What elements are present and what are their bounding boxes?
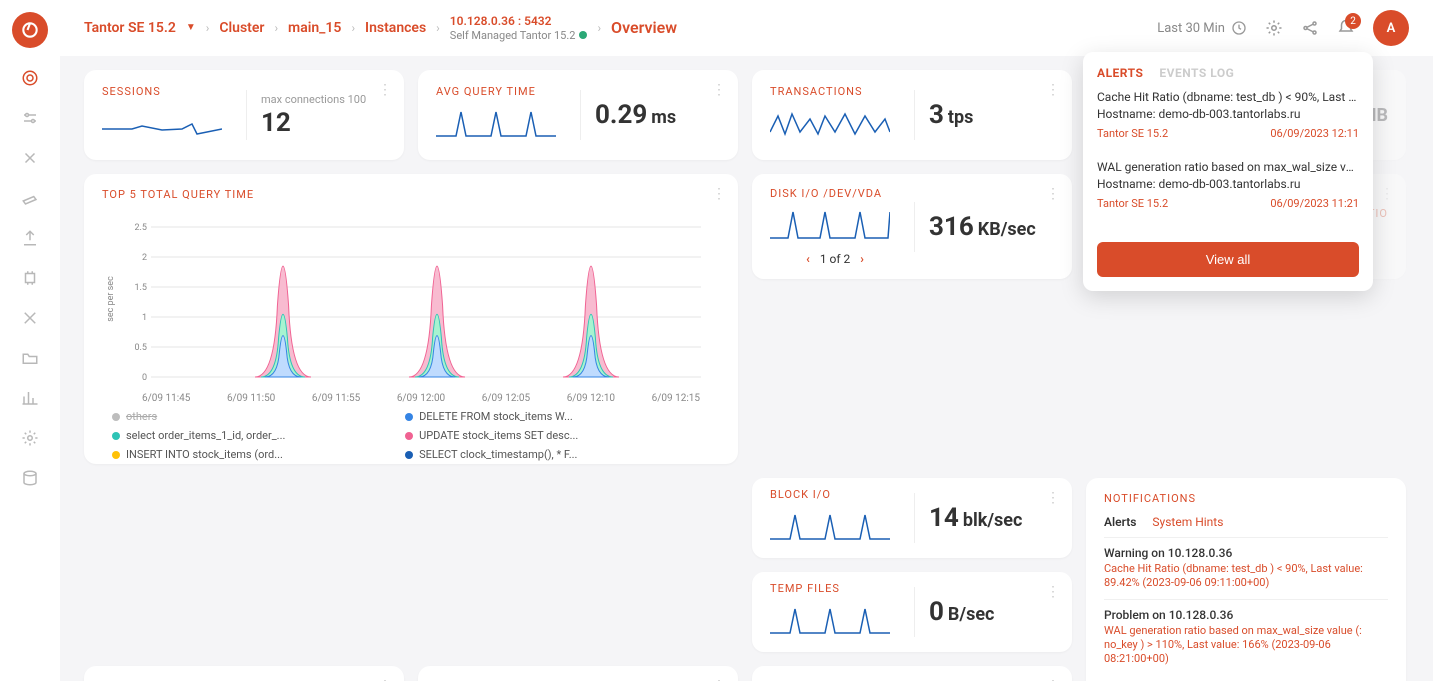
card-menu-icon[interactable]: ⋮ [712, 186, 726, 202]
clock-icon [1231, 20, 1247, 36]
nav-cross-icon[interactable] [20, 308, 40, 328]
svg-text:2: 2 [142, 253, 147, 263]
nav-settings-icon[interactable] [20, 108, 40, 128]
alerts-popup: ALERTS EVENTS LOG Cache Hit Ratio (dbnam… [1083, 52, 1373, 291]
logo[interactable] [12, 12, 48, 48]
time-range-selector[interactable]: Last 30 Min [1157, 20, 1247, 36]
card-notifications: NOTIFICATIONS Alerts System Hints Warnin… [1086, 478, 1406, 681]
nav-db-icon[interactable] [20, 468, 40, 488]
svg-text:1: 1 [142, 313, 147, 323]
chart-legend: othersDELETE FROM stock_items W...select… [102, 404, 720, 461]
sparkline [770, 104, 890, 142]
nav-dashboard-icon[interactable] [20, 68, 40, 88]
card-menu-icon[interactable]: ⋮ [712, 82, 726, 98]
chevron-icon: › [351, 21, 355, 35]
avatar[interactable]: A [1373, 10, 1409, 46]
card-menu-icon[interactable]: ⋮ [1380, 186, 1394, 202]
sparkline [770, 206, 890, 244]
breadcrumb-main[interactable]: main_15 [288, 20, 341, 36]
nav-chart-icon[interactable] [20, 388, 40, 408]
sparkline [770, 601, 890, 639]
breadcrumb-instances[interactable]: Instances [365, 20, 426, 36]
card-menu-icon[interactable]: ⋮ [378, 82, 392, 98]
top5-chart: 2.5 2 1.5 1 0.5 0 [102, 207, 720, 387]
pager: ‹1 of 2› [770, 252, 900, 266]
notif-tab-alerts[interactable]: Alerts [1104, 515, 1136, 529]
status-dot-icon [579, 31, 587, 39]
pager-prev[interactable]: ‹ [806, 252, 810, 266]
chevron-icon: › [597, 21, 601, 35]
chevron-icon: › [274, 21, 278, 35]
nav-folder-icon[interactable] [20, 348, 40, 368]
chevron-icon: › [206, 21, 210, 35]
settings-icon[interactable] [1265, 19, 1283, 37]
view-all-button[interactable]: View all [1097, 242, 1359, 277]
pager-next[interactable]: › [860, 252, 864, 266]
card-top5-query: TOP 5 TOTAL QUERY TIME ⋮ sec per sec 2.5… [84, 174, 738, 464]
breadcrumb-product[interactable]: Tantor SE 15.2 [84, 20, 176, 36]
topbar: Tantor SE 15.2 ▼ › Cluster › main_15 › I… [60, 0, 1433, 56]
popup-tab-events[interactable]: EVENTS LOG [1159, 66, 1234, 80]
card-block-io: BLOCK I/O 14blk/sec ⋮ [752, 478, 1072, 558]
svg-text:2.5: 2.5 [135, 223, 148, 233]
notif-item[interactable]: Warning on 10.128.0.36 Cache Hit Ratio (… [1104, 537, 1388, 599]
card-ram: AVAILABLE RAM total ram 1.9 GB1.4GB ⋮ [418, 666, 738, 681]
nav-upload-icon[interactable] [20, 228, 40, 248]
breadcrumb-instance-ip[interactable]: 10.128.0.36 : 5432 Self Managed Tantor 1… [450, 14, 588, 41]
svg-text:0: 0 [142, 373, 147, 383]
sparkline [436, 104, 556, 142]
nav-telescope-icon[interactable] [20, 188, 40, 208]
card-menu-icon[interactable]: ⋮ [1046, 186, 1060, 202]
bell-icon[interactable]: 2 [1337, 19, 1355, 37]
breadcrumb-cluster[interactable]: Cluster [219, 20, 264, 36]
card-transactions: TRANSACTIONS 3tps ⋮ [752, 70, 1072, 160]
card-cpu: CPU LOAD X2 load10.09 ⋮ [84, 666, 404, 681]
svg-text:0.5: 0.5 [135, 343, 148, 353]
nav-gear-icon[interactable] [20, 428, 40, 448]
sparkline [102, 104, 222, 142]
share-icon[interactable] [1301, 19, 1319, 37]
nav-tools-icon[interactable] [20, 148, 40, 168]
card-network: NETWORK ETH0 ‹1 of 2› 50KB/sec ⋮ [752, 666, 1072, 681]
popup-alert-item[interactable]: WAL generation ratio based on max_wal_si… [1097, 160, 1359, 220]
notif-item[interactable]: Problem on 10.128.0.36 WAL generation ra… [1104, 599, 1388, 675]
notif-badge: 2 [1345, 13, 1361, 29]
card-disk-io: DISK I/O /DEV/VDA ‹1 of 2› 316KB/sec ⋮ [752, 174, 1072, 279]
card-menu-icon[interactable]: ⋮ [1046, 584, 1060, 600]
notif-tab-hints[interactable]: System Hints [1152, 515, 1223, 529]
popup-alert-item[interactable]: Cache Hit Ratio (dbname: test_db ) < 90%… [1097, 90, 1359, 150]
card-avg-query: AVG QUERY TIME 0.29ms ⋮ [418, 70, 738, 160]
card-temp-files: TEMP FILES 0B/sec ⋮ [752, 572, 1072, 652]
chevron-icon: › [436, 21, 440, 35]
nav-chip-icon[interactable] [20, 268, 40, 288]
card-sessions: SESSIONS max connections 100 12 ⋮ [84, 70, 404, 160]
sidebar [0, 0, 60, 681]
dropdown-icon[interactable]: ▼ [186, 22, 196, 33]
breadcrumb-overview[interactable]: Overview [611, 18, 677, 37]
sparkline [770, 507, 890, 545]
card-menu-icon[interactable]: ⋮ [1046, 490, 1060, 506]
svg-text:1.5: 1.5 [135, 283, 148, 293]
breadcrumb: Tantor SE 15.2 ▼ › Cluster › main_15 › I… [84, 14, 1147, 41]
popup-tab-alerts[interactable]: ALERTS [1097, 66, 1143, 80]
card-menu-icon[interactable]: ⋮ [1046, 82, 1060, 98]
chart-xticks: 6/09 11:456/09 11:506/09 11:556/09 12:00… [102, 391, 720, 404]
